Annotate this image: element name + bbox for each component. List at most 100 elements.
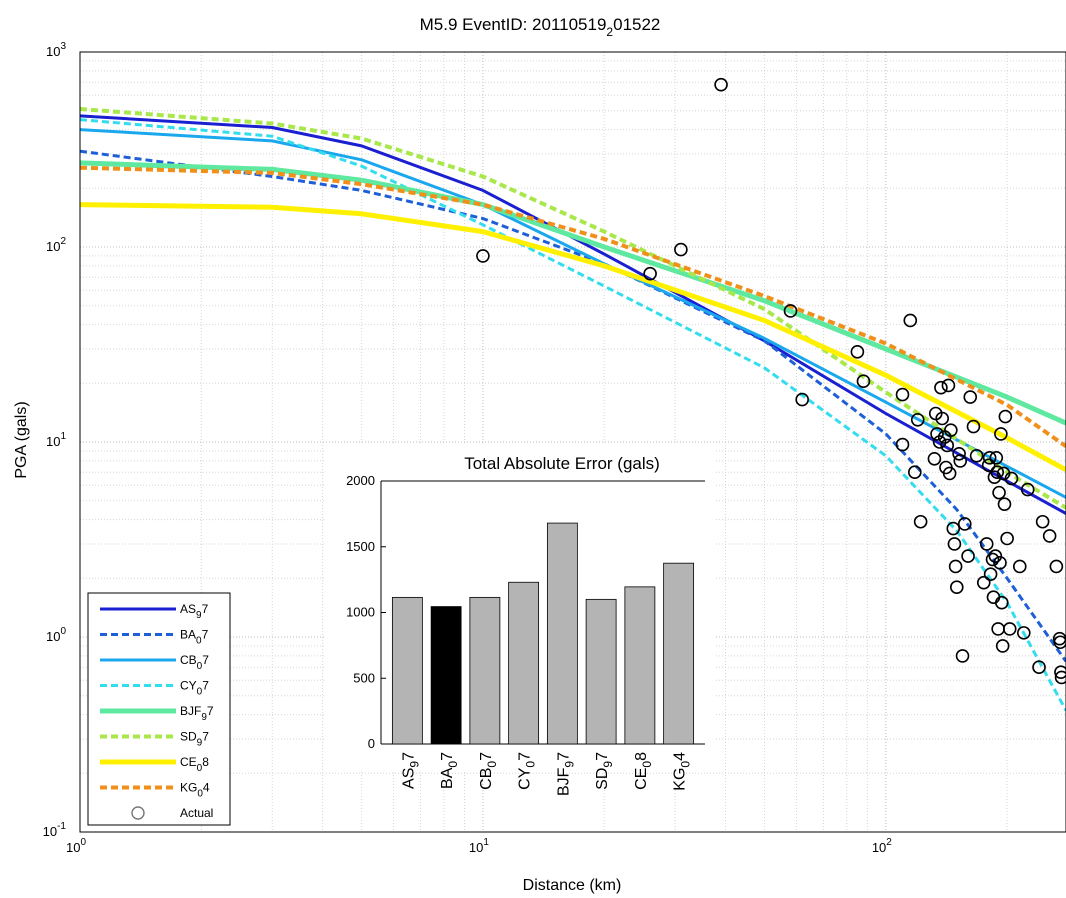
actual-point [981, 458, 996, 473]
curve-ce08 [79, 202, 1066, 472]
actual-point [969, 448, 984, 463]
curve-kg04 [79, 165, 1066, 448]
chart-title: M5.9 EventID: 20110519201522 [420, 15, 661, 39]
y-tick-label: 102 [46, 236, 66, 254]
actual-point [994, 595, 1009, 610]
inset-category-label: SD97 [594, 752, 615, 790]
actual-point [942, 466, 957, 481]
y-tick-label: 103 [46, 41, 66, 59]
actual-point [907, 465, 922, 480]
inset-title: Total Absolute Error (gals) [464, 454, 660, 473]
actual-point [983, 567, 998, 581]
actual-point [994, 427, 1008, 441]
error-bar [391, 596, 423, 745]
actual-point [1012, 559, 1027, 574]
actual-point [934, 380, 948, 395]
actual-point [1042, 529, 1057, 543]
inset-category-labels: AS97 BA07 CB07 CY07 BJF97 SD97 CE08 KG04 [400, 752, 692, 796]
inset-y-tick-label: 1500 [346, 539, 375, 554]
actual-point [948, 559, 963, 574]
inset-axis: 0 500 1000 1500 2000 [346, 473, 705, 751]
actual-point [949, 580, 964, 595]
y-tick-label: 100 [46, 626, 66, 644]
error-bar [585, 598, 617, 745]
x-tick-label: 101 [469, 837, 489, 855]
y-tick-label: 101 [46, 431, 66, 449]
actual-point [850, 345, 865, 359]
inset-category-label: BA07 [439, 752, 460, 789]
actual-point [961, 549, 975, 563]
y-axis-label: PGA (gals) [13, 401, 30, 478]
actual-point [1004, 471, 1019, 486]
actual-point [913, 514, 928, 529]
actual-point [993, 556, 1007, 570]
actual-point [946, 521, 961, 536]
actual-point [1017, 626, 1031, 640]
actual-point [1002, 622, 1017, 636]
actual-point [1032, 660, 1046, 675]
actual-point [1035, 514, 1050, 529]
inset-category-label: CB07 [478, 752, 499, 790]
actual-point [997, 497, 1012, 511]
legend-label: SD97 [180, 730, 209, 749]
inset-category-label: KG04 [672, 752, 693, 791]
legend-label: KG04 [180, 781, 210, 800]
actual-point [1020, 482, 1035, 497]
actual-point [1054, 670, 1066, 685]
actual-point [935, 411, 949, 426]
actual-point [988, 549, 1003, 563]
actual-point [895, 437, 910, 452]
error-bar [546, 522, 578, 745]
actual-point [953, 454, 968, 468]
actual-point [643, 266, 657, 281]
error-bar [624, 586, 656, 745]
actual-point [995, 639, 1010, 653]
actual-point [476, 249, 490, 263]
actual-point [927, 452, 942, 466]
curve-sd97 [79, 107, 1066, 510]
actual-point [955, 649, 970, 663]
actual-point [990, 465, 1005, 480]
actual-point [895, 387, 910, 402]
inset-category-label: AS97 [400, 752, 421, 789]
legend: AS97 BA07 CB07 CY07 BJF97 SD97 CE08 KG04 Actual [87, 592, 231, 826]
legend-actual-marker [131, 806, 145, 820]
actual-point [982, 450, 997, 465]
actual-point [674, 242, 688, 257]
actual-point [985, 552, 1000, 567]
actual-point [976, 575, 991, 590]
error-bar [430, 606, 462, 745]
actual-point [783, 304, 798, 318]
curve-bjf97 [79, 160, 1066, 426]
inset-y-tick-label: 2000 [346, 473, 375, 488]
actual-point [932, 435, 947, 449]
error-bar [469, 596, 501, 745]
legend-label: CE08 [180, 755, 209, 774]
actual-point [952, 446, 966, 461]
actual-point [1049, 559, 1064, 574]
legend-label: BJF97 [180, 704, 214, 723]
actual-point [1054, 665, 1066, 679]
actual-point [930, 427, 944, 441]
actual-point [714, 77, 728, 92]
inset-y-tick-label: 500 [353, 670, 375, 685]
actual-point [1000, 531, 1014, 546]
actual-point [989, 450, 1004, 465]
actual-point [947, 537, 962, 551]
actual-point [941, 378, 956, 393]
inset-y-tick-label: 0 [368, 736, 375, 751]
actual-point [1053, 635, 1066, 650]
actual-point [966, 419, 981, 434]
error-bar [663, 562, 695, 745]
curve-cy07 [79, 118, 1066, 712]
actual-point [856, 374, 871, 389]
total-absolute-error-inset: Total Absolute Error (gals) 0 500 1000 1500… [325, 445, 715, 796]
main-plot-frame [79, 51, 1066, 833]
legend-actual-label: Actual [180, 806, 213, 820]
actual-point [992, 485, 1006, 500]
legend-label: BA07 [180, 628, 209, 647]
legend-label: CB07 [180, 653, 209, 672]
actual-point [957, 517, 972, 531]
inset-category-label: BJF97 [555, 752, 576, 796]
